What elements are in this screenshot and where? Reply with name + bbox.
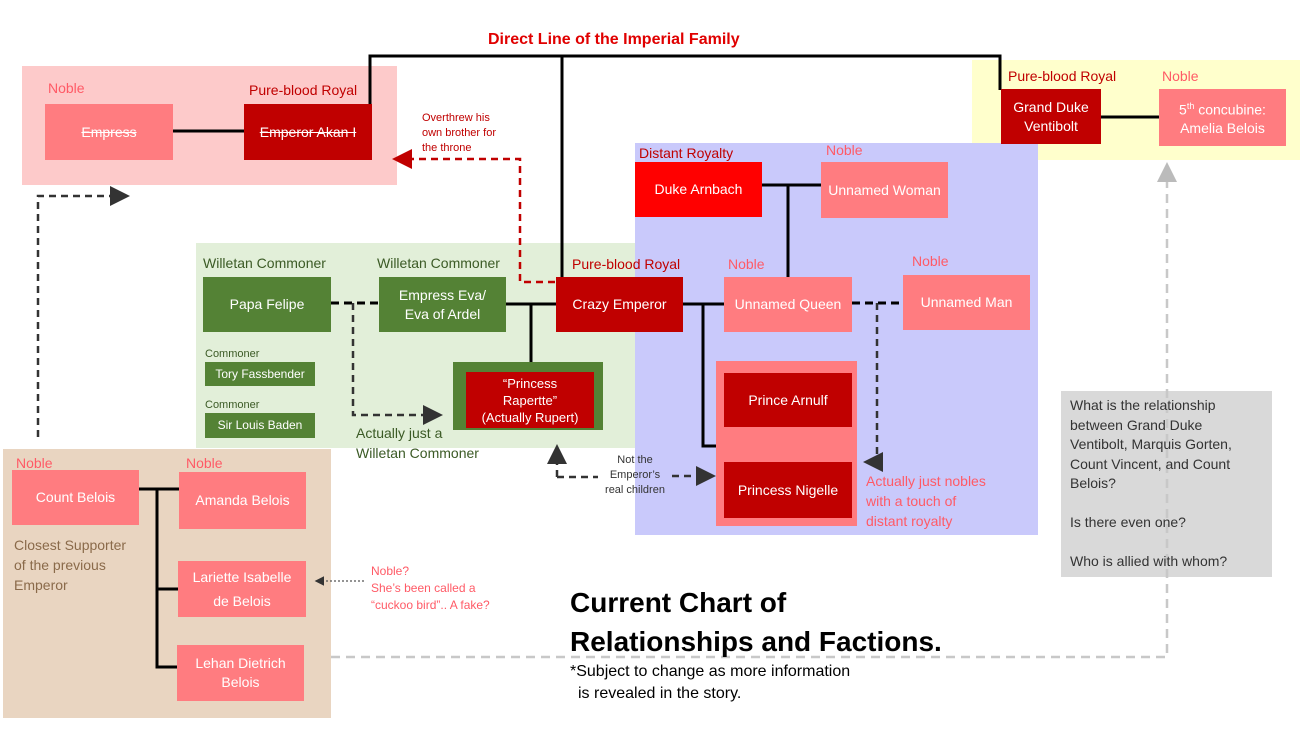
children-note: Not the Emperor’s real children: [605, 454, 665, 496]
grand-duke-rank-label: Pure-blood Royal: [1008, 68, 1117, 84]
empress-rank-label: Noble: [48, 80, 85, 96]
tory-rank-label: Commoner: [205, 348, 260, 360]
node-unnamed-queen: Unnamed Queen: [724, 277, 852, 332]
node-tory-fassbender: Tory Fassbender: [205, 362, 315, 386]
eva-rank-label: Willetan Commoner: [377, 255, 500, 271]
lariette-note: Noble? She’s been called a “cuckoo bird”..…: [371, 564, 490, 612]
chart-title: Current Chart of Relationships and Factio…: [570, 587, 942, 657]
node-grand-duke-ventibolt: Grand Duke Ventibolt: [1001, 89, 1101, 144]
chart-note: *Subject to change as more information is…: [570, 663, 851, 702]
node-lehan-belois: Lehan Dietrich Belois: [177, 645, 304, 701]
queen-rank-label: Noble: [728, 256, 765, 272]
arnbach-rank-label: Distant Royalty: [639, 145, 734, 161]
node-count-belois: Count Belois: [12, 470, 139, 525]
willetan-note: Actually just a Willetan Commoner: [356, 425, 479, 461]
direct-line: [368, 54, 1002, 104]
count-rank-label: Noble: [16, 455, 53, 471]
papa-rank-label: Willetan Commoner: [203, 255, 326, 271]
concubine-rank-label: Noble: [1162, 68, 1199, 84]
node-empress-eva: Empress Eva/Eva of Ardel: [379, 277, 506, 332]
node-crazy-emperor: Crazy Emperor: [556, 277, 683, 332]
emperor-rank-label: Pure-blood Royal: [249, 82, 358, 98]
node-princess-rapertte: “Princess Rapertte” (Actually Rupert): [466, 372, 594, 428]
node-amanda-belois: Amanda Belois: [179, 472, 306, 529]
direct-line-title: Direct Line of the Imperial Family: [488, 31, 740, 48]
overthrew-note: Overthrew his own brother for the throne: [422, 112, 496, 154]
nobles-note: Actually just nobles with a touch of dista…: [866, 473, 986, 529]
node-emperor-akan: Emperor Akan I: [244, 104, 372, 160]
node-prince-arnulf: Prince Arnulf: [724, 373, 852, 427]
node-princess-nigelle: Princess Nigelle: [724, 462, 852, 518]
man-rank-label: Noble: [912, 253, 949, 269]
louis-rank-label: Commoner: [205, 399, 260, 411]
node-empress: Empress: [45, 104, 173, 160]
node-papa-felipe: Papa Felipe: [203, 277, 331, 332]
amanda-rank-label: Noble: [186, 455, 223, 471]
node-unnamed-man: Unnamed Man: [903, 275, 1030, 330]
node-unnamed-woman: Unnamed Woman: [821, 162, 948, 218]
question-text: What is the relationship between Grand Du…: [1070, 397, 1232, 569]
node-amelia-belois: 5th concubine: Amelia Belois: [1159, 89, 1286, 146]
node-duke-arnbach: Duke Arnbach: [635, 162, 762, 217]
crazy-emperor-rank-label: Pure-blood Royal: [572, 256, 681, 272]
node-sir-louis-baden: Sir Louis Baden: [205, 413, 315, 438]
woman-rank-label: Noble: [826, 142, 863, 158]
belois-note: Closest Supporter of the previous Emperor: [14, 537, 127, 593]
node-lariette-belois: Lariette Isabelle de Belois: [178, 561, 306, 617]
